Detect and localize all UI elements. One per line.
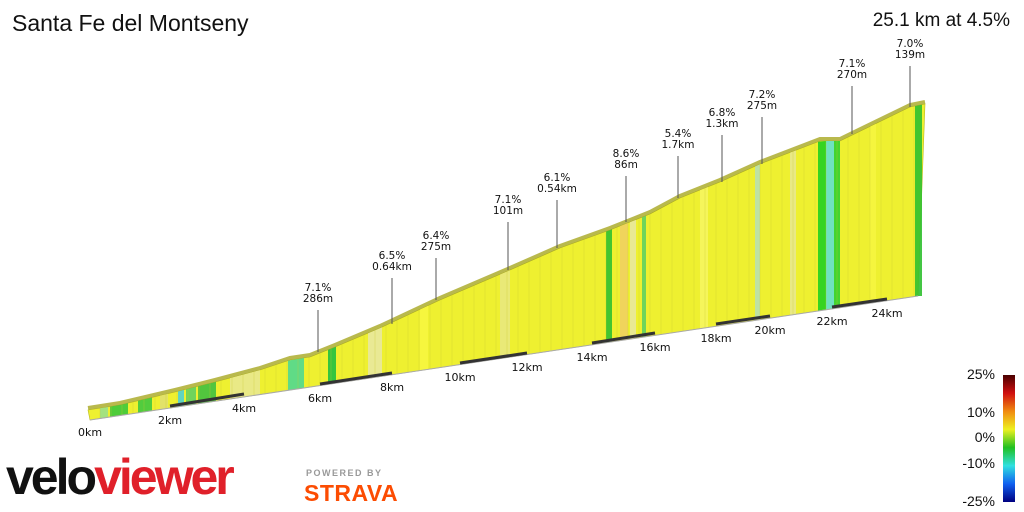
gradient-stripe: [700, 186, 708, 329]
km-segment: [169, 392, 245, 408]
km-segment: [459, 351, 528, 365]
gradient-stripe: [230, 370, 260, 399]
x-tick-label: 0km: [78, 426, 102, 439]
km-segment: [715, 314, 771, 326]
annotation-length: 0.54km: [537, 183, 577, 195]
km-segment: [831, 297, 888, 309]
legend-label-neg25: -25%: [962, 493, 995, 509]
annotation-length: 270m: [837, 69, 867, 81]
x-tick-label: 24km: [871, 307, 902, 320]
annotation-grade: 6.1%: [544, 172, 571, 184]
gradient-stripe: [328, 346, 336, 385]
gradient-stripe: [110, 403, 128, 417]
gradient-stripe: [630, 219, 636, 339]
annotation-length: 286m: [303, 293, 333, 305]
x-tick-label: 18km: [700, 332, 731, 345]
gradient-stripe: [500, 270, 510, 359]
annotation-length: 1.3km: [705, 118, 738, 130]
gradient-stripe: [138, 397, 152, 413]
km-segment: [591, 331, 656, 345]
x-tick-label: 14km: [576, 351, 607, 364]
annotation-grade: 6.4%: [423, 230, 450, 242]
route-summary: 25.1 km at 4.5%: [872, 10, 1010, 31]
annotation-length: 275m: [421, 241, 451, 253]
legend-label-neg10: -10%: [962, 455, 995, 471]
km-segment: [319, 371, 393, 386]
annotation-grade: 7.0%: [897, 38, 924, 50]
gradient-stripe: [288, 357, 304, 391]
profile-top-face: [87, 100, 926, 410]
annotation-length: 139m: [895, 49, 925, 61]
legend-label-10: 10%: [966, 404, 995, 420]
x-tick-label: 20km: [754, 324, 785, 337]
powered-by-text: POWERED BY: [306, 468, 383, 478]
annotation-grade: 7.1%: [305, 282, 332, 294]
gradient-stripe: [620, 222, 628, 341]
gradient-stripe: [818, 141, 826, 311]
legend-label-0: 0%: [974, 429, 995, 445]
annotation-grade: 6.5%: [379, 250, 406, 262]
gradient-stripe: [870, 123, 876, 303]
veloviewer-logo: veloviewer: [6, 448, 235, 506]
x-tick-label: 6km: [308, 392, 332, 405]
strava-logo: STRAVA: [304, 480, 399, 506]
annotation-grade: 7.2%: [749, 89, 776, 101]
annotation-grade: 6.8%: [709, 107, 736, 119]
gradient-stripe: [100, 406, 108, 419]
gradient-stripe: [420, 305, 428, 371]
x-tick-label: 12km: [511, 361, 542, 374]
x-tick-label: 4km: [232, 402, 256, 415]
baseline: [89, 295, 919, 421]
x-tick-label: 2km: [158, 414, 182, 427]
gradient-stripe: [642, 215, 646, 338]
annotation-length: 86m: [614, 159, 638, 171]
x-tick-label: 8km: [380, 381, 404, 394]
gradient-stripe: [755, 164, 760, 321]
logo-viewer: viewer: [94, 449, 235, 505]
legend-color-bar: [1003, 375, 1015, 502]
x-tick-label: 10km: [444, 371, 475, 384]
x-tick-label: 22km: [816, 315, 847, 328]
annotation-grade: 8.6%: [613, 148, 640, 160]
gradient-stripe: [160, 393, 168, 410]
annotation-length: 275m: [747, 100, 777, 112]
profile-area: [87, 103, 926, 421]
annotation-grade: 5.4%: [665, 128, 692, 140]
gradient-stripe: [915, 104, 922, 296]
page-title: Santa Fe del Montseny: [12, 10, 249, 36]
logo-velo: velo: [6, 449, 97, 505]
annotation-grade: 7.1%: [839, 58, 866, 70]
legend-label-25: 25%: [966, 366, 995, 382]
gradient-stripe: [826, 141, 834, 310]
annotation-length: 1.7km: [661, 139, 694, 151]
x-tick-label: 16km: [639, 341, 670, 354]
gradient-stripe: [606, 229, 612, 343]
annotation-grade: 7.1%: [495, 194, 522, 206]
annotation-length: 101m: [493, 205, 523, 217]
annotation-length: 0.64km: [372, 261, 412, 273]
